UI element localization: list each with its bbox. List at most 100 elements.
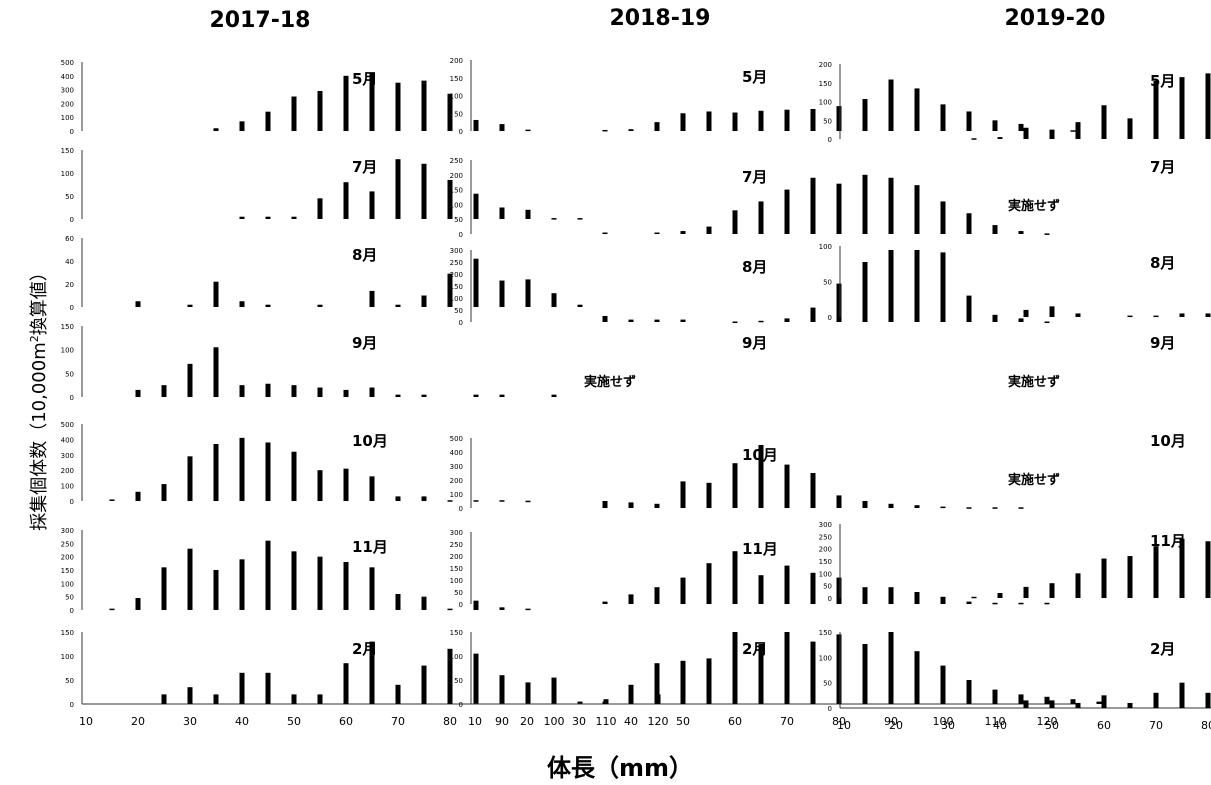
histogram-bar bbox=[971, 596, 977, 599]
histogram-bar bbox=[421, 596, 427, 610]
histogram-bar bbox=[732, 112, 738, 131]
histogram-bar bbox=[940, 665, 946, 704]
histogram-bar bbox=[862, 262, 868, 322]
histogram-bar bbox=[395, 394, 401, 397]
histogram-bar bbox=[1075, 573, 1081, 598]
panel-month-label: 2月 bbox=[742, 640, 767, 658]
panel-y-tick-label: 250 bbox=[61, 540, 74, 548]
panel-month-label: 5月 bbox=[742, 68, 767, 86]
panel-month-label: 9月 bbox=[1150, 334, 1175, 352]
histogram-bar bbox=[940, 104, 946, 131]
histogram-bar bbox=[1179, 313, 1185, 317]
panel-y-tick-label: 0 bbox=[459, 319, 463, 327]
histogram-bar bbox=[369, 476, 375, 501]
histogram-bar bbox=[291, 451, 297, 501]
x-tick-label: 70 bbox=[780, 715, 794, 728]
histogram-bar bbox=[473, 600, 479, 610]
histogram-bar bbox=[369, 191, 375, 219]
panel-y-tick-label: 150 bbox=[819, 80, 832, 88]
histogram-bar bbox=[213, 128, 219, 131]
panel-y-tick-label: 200 bbox=[61, 554, 74, 562]
panel-y-tick-label: 0 bbox=[70, 607, 74, 615]
column-title-2019-20: 2019-20 bbox=[1004, 6, 1106, 31]
panel-y-tick-label: 100 bbox=[61, 347, 74, 355]
histogram-bar bbox=[732, 321, 738, 324]
panel-y-tick-label: 0 bbox=[828, 314, 832, 322]
histogram-bar bbox=[1023, 586, 1029, 598]
panel-y-tick-label: 400 bbox=[450, 449, 463, 457]
panel-y-tick-label: 100 bbox=[61, 170, 74, 178]
panel-y-tick-label: 200 bbox=[61, 100, 74, 108]
histogram-bar bbox=[265, 304, 271, 307]
histogram-bar bbox=[602, 501, 608, 508]
panel-y-tick-label: 300 bbox=[819, 521, 832, 529]
histogram-bar bbox=[992, 507, 998, 509]
histogram-bar bbox=[1179, 682, 1185, 708]
x-tick-label: 80 bbox=[1201, 719, 1211, 732]
x-tick-label: 10 bbox=[468, 715, 482, 728]
histogram-bar bbox=[1153, 315, 1159, 318]
panel-y-tick-label: 300 bbox=[450, 529, 463, 537]
panel-y-tick-label: 100 bbox=[61, 483, 74, 491]
histogram-bar bbox=[161, 567, 167, 610]
histogram-bar bbox=[1179, 77, 1185, 139]
panel-y-tick-label: 300 bbox=[61, 87, 74, 95]
histogram-bar bbox=[810, 572, 816, 604]
histogram-bar bbox=[317, 387, 323, 397]
histogram-bar bbox=[1075, 702, 1081, 708]
panel-y-tick-label: 100 bbox=[61, 114, 74, 122]
panel-y-tick-label: 0 bbox=[459, 601, 463, 609]
panel-y-tick-label: 100 bbox=[450, 577, 463, 585]
histogram-bar bbox=[1075, 313, 1081, 317]
histogram-bar bbox=[1127, 118, 1133, 139]
histogram-bar bbox=[239, 559, 245, 610]
panel-month-label: 8月 bbox=[352, 246, 377, 264]
panel-y-tick-label: 150 bbox=[450, 565, 463, 573]
panel-y-tick-label: 60 bbox=[65, 235, 74, 243]
histogram-bar bbox=[1049, 129, 1055, 139]
histogram-bar bbox=[187, 548, 193, 610]
panel-y-tick-label: 200 bbox=[819, 546, 832, 554]
histogram-bar bbox=[577, 701, 583, 704]
panel-y-tick-label: 100 bbox=[819, 99, 832, 107]
histogram-bar bbox=[810, 641, 816, 704]
panel-not-conducted-note: 実施せず bbox=[584, 374, 636, 390]
histogram-bar bbox=[473, 193, 479, 219]
x-tick-label: 30 bbox=[572, 715, 586, 728]
histogram-bar bbox=[992, 314, 998, 322]
histogram-bar bbox=[914, 505, 920, 508]
histogram-bar bbox=[628, 502, 634, 508]
panel-month-label: 11月 bbox=[352, 538, 388, 556]
histogram-bar bbox=[758, 445, 764, 508]
panel-y-tick-label: 0 bbox=[70, 701, 74, 709]
histogram-bar bbox=[187, 687, 193, 704]
panel-y-tick-label: 150 bbox=[61, 567, 74, 575]
x-tick-label: 50 bbox=[1045, 719, 1059, 732]
histogram-bar bbox=[680, 231, 686, 234]
histogram-bar bbox=[706, 563, 712, 604]
panel-y-tick-label: 150 bbox=[450, 629, 463, 637]
histogram-bar bbox=[602, 316, 608, 322]
histogram-bar bbox=[421, 163, 427, 219]
histogram-bar bbox=[888, 177, 894, 234]
histogram-bar bbox=[317, 198, 323, 219]
x-tick-label: 80 bbox=[832, 715, 846, 728]
panel-y-tick-label: 100 bbox=[61, 580, 74, 588]
histogram-bar bbox=[265, 442, 271, 501]
histogram-bar bbox=[758, 110, 764, 131]
histogram-bar bbox=[499, 280, 505, 307]
panel-y-tick-label: 0 bbox=[70, 304, 74, 312]
histogram-bar bbox=[1018, 507, 1024, 509]
histogram-bar bbox=[499, 394, 505, 397]
x-axis-title: 体長（mm） bbox=[546, 754, 693, 782]
panel-y-tick-label: 150 bbox=[450, 187, 463, 195]
panel-y-tick-label: 400 bbox=[61, 73, 74, 81]
histogram-bar bbox=[369, 387, 375, 397]
panel-month-label: 2月 bbox=[1150, 640, 1175, 658]
histogram-bar bbox=[1018, 602, 1024, 605]
panel-y-tick-label: 0 bbox=[459, 231, 463, 239]
panel-y-tick-label: 200 bbox=[450, 477, 463, 485]
histogram-bar bbox=[1044, 233, 1050, 235]
x-tick-label: 100 bbox=[933, 715, 954, 728]
